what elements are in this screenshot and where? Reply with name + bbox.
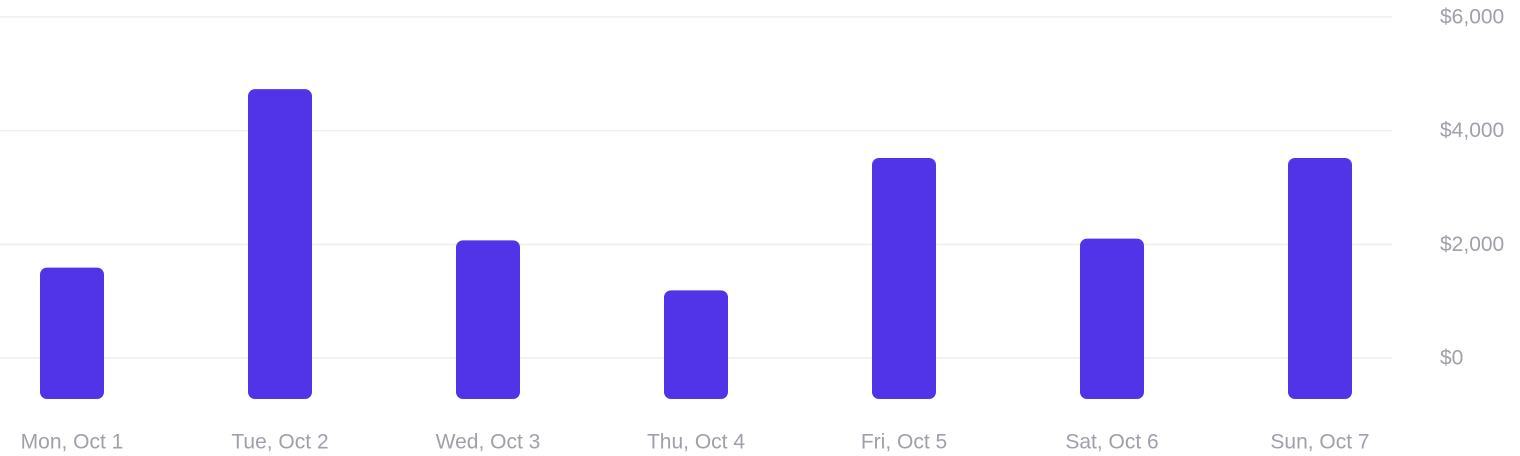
x-category-label: Fri, Oct 5 bbox=[861, 431, 947, 454]
bars bbox=[40, 89, 1352, 399]
bar[interactable] bbox=[872, 157, 936, 399]
bar[interactable] bbox=[40, 267, 104, 399]
x-category-label: Mon, Oct 1 bbox=[21, 431, 124, 454]
y-tick-label: $6,000 bbox=[1440, 6, 1504, 29]
x-category-label: Wed, Oct 3 bbox=[436, 431, 541, 454]
x-category-label: Sat, Oct 6 bbox=[1065, 431, 1158, 454]
bar[interactable] bbox=[248, 89, 312, 399]
bar[interactable] bbox=[664, 290, 728, 399]
x-axis-category-labels: Mon, Oct 1 Tue, Oct 2 Wed, Oct 3 Thu, Oct 4… bbox=[21, 431, 1370, 454]
x-category-label: Thu, Oct 4 bbox=[647, 431, 745, 454]
bar[interactable] bbox=[1288, 157, 1352, 399]
y-tick-label: $2,000 bbox=[1440, 233, 1504, 256]
bar[interactable] bbox=[456, 240, 520, 399]
y-tick-label: $0 bbox=[1440, 347, 1463, 370]
y-axis-tick-labels: $0 $2,000 $4,000 $6,000 bbox=[1440, 6, 1504, 370]
y-tick-label: $4,000 bbox=[1440, 119, 1504, 142]
x-category-label: Tue, Oct 2 bbox=[231, 431, 328, 454]
x-category-label: Sun, Oct 7 bbox=[1270, 431, 1369, 454]
bar[interactable] bbox=[1080, 238, 1144, 399]
